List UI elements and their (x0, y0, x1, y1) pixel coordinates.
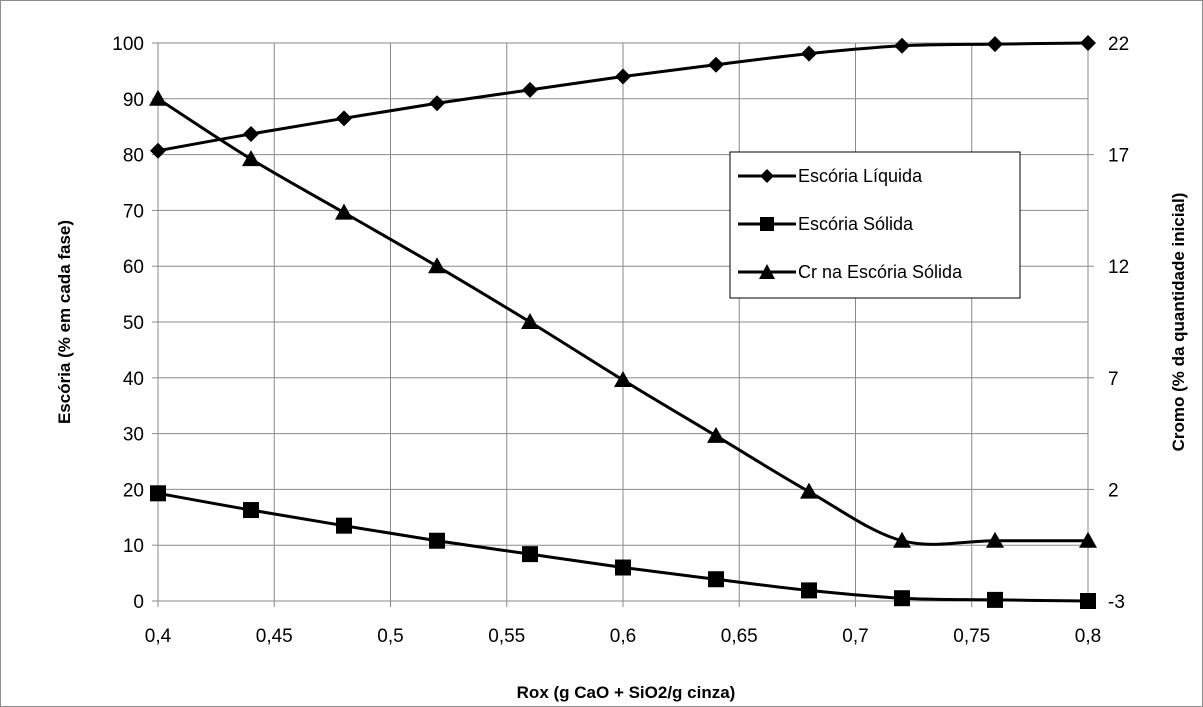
diamond-point (987, 36, 1003, 53)
triangle-point (800, 482, 818, 499)
triangle-point (242, 150, 260, 167)
x-tick-label: 0,7 (842, 626, 868, 647)
square-point (336, 517, 352, 534)
square-point (150, 485, 166, 502)
diamond-point (243, 125, 259, 142)
legend-item: Escória Sólida (738, 214, 914, 234)
square-point (1080, 593, 1096, 609)
legend-label: Cr na Escória Sólida (798, 262, 963, 282)
y-tick-label: 90 (123, 90, 144, 111)
tick-labels: 0 10 20 30 40 50 60 70 80 90 100 0,4 0,45 0,5 0,55 0,6 0… (112, 34, 1129, 647)
legend-label: Escória Líquida (798, 166, 923, 186)
legend-triangle-marker (759, 264, 775, 279)
square-point (801, 582, 817, 599)
x-tick-label: 0,65 (721, 626, 758, 647)
triangle-point (521, 313, 539, 329)
y2-tick-label: 7 (1108, 369, 1119, 390)
series-markers (149, 35, 1097, 609)
y-tick-label: 100 (112, 34, 144, 55)
x-tick-label: 0,45 (256, 626, 293, 647)
y-tick-label: 70 (123, 201, 144, 222)
y-tick-label: 60 (123, 257, 144, 278)
square-point (987, 591, 1003, 608)
y2-tick-label: 12 (1108, 257, 1129, 278)
y-tick-label: 50 (123, 313, 144, 334)
legend-diamond-marker (760, 169, 774, 183)
triangle-point (1079, 531, 1097, 548)
x-tick-label: 0,6 (610, 626, 636, 647)
y-tick-label: 0 (133, 592, 144, 613)
x-axis-title: Rox (g CaO + SiO2/g cinza) (517, 683, 736, 702)
legend-item: Cr na Escória Sólida (738, 262, 963, 282)
diamond-point (429, 95, 445, 112)
triangle-point (335, 203, 353, 220)
diamond-point (615, 68, 631, 85)
legend: Escória Líquida Escória Sólida Cr na Esc… (729, 151, 1021, 299)
diamond-point (894, 37, 910, 54)
y-tick-label: 40 (123, 369, 144, 390)
y-tick-label: 20 (123, 480, 144, 501)
diamond-point (522, 81, 538, 98)
triangle-point (893, 531, 911, 548)
x-tick-label: 0,8 (1075, 626, 1101, 647)
y2-axis-title: Cromo (% da quantidade inicial) (1169, 193, 1188, 452)
triangle-point (707, 426, 725, 443)
x-tick-label: 0,55 (488, 626, 525, 647)
square-point (243, 502, 259, 519)
y-tick-label: 30 (123, 425, 144, 446)
grid (152, 42, 1094, 607)
square-point (615, 559, 631, 576)
triangle-point (986, 531, 1004, 548)
diamond-point (801, 45, 817, 62)
triangle-point (614, 371, 632, 388)
x-tick-label: 0,4 (145, 626, 172, 647)
y2-tick-label: 22 (1108, 34, 1129, 55)
y2-tick-label: -3 (1108, 592, 1125, 613)
x-tick-label: 0,75 (953, 626, 990, 647)
legend-square-marker (760, 217, 774, 231)
triangle-point (149, 89, 167, 106)
diamond-point (336, 110, 352, 127)
legend-label: Escória Sólida (798, 214, 914, 234)
square-point (708, 571, 724, 588)
diamond-point (708, 56, 724, 73)
legend-item: Escória Líquida (738, 166, 923, 186)
diamond-point (1080, 35, 1096, 51)
y2-tick-label: 2 (1108, 480, 1119, 501)
x-tick-label: 0,5 (377, 626, 403, 647)
y-tick-label: 80 (123, 146, 144, 167)
y2-tick-label: 17 (1108, 146, 1129, 167)
diamond-point (150, 142, 166, 159)
square-point (522, 546, 538, 563)
square-point (894, 590, 910, 607)
square-point (429, 532, 445, 549)
triangle-point (428, 257, 446, 274)
y-axis-title: Escória (% em cada fase) (55, 220, 74, 424)
y-tick-label: 10 (123, 536, 144, 557)
